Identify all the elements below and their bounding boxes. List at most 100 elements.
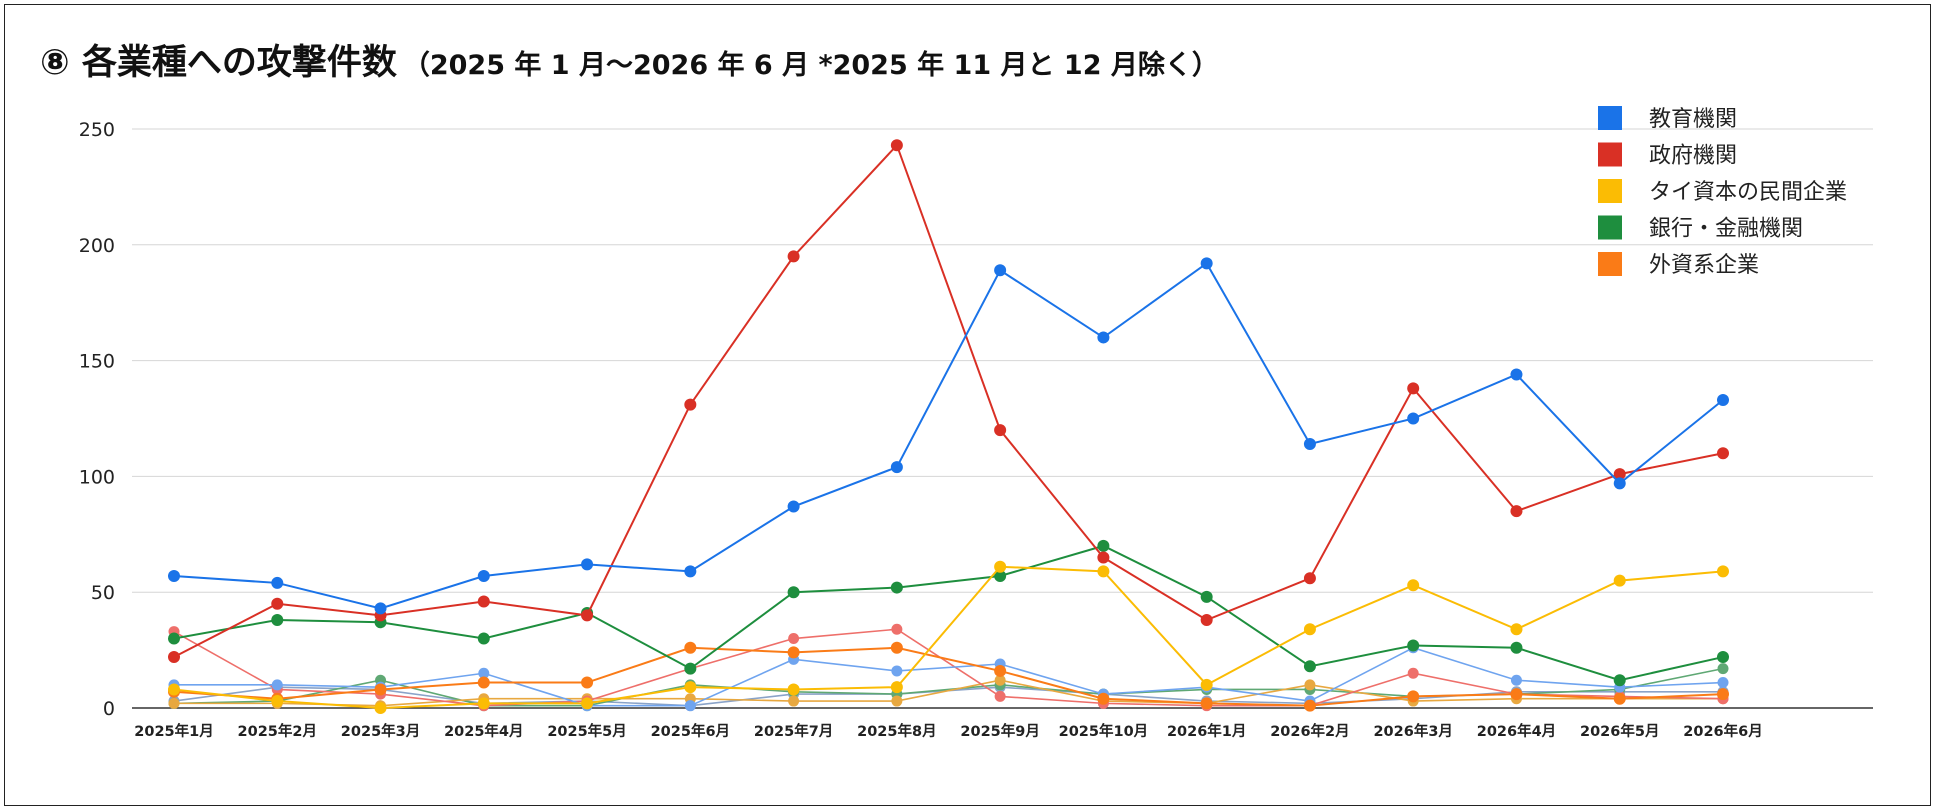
data-point	[684, 398, 697, 411]
series-line-4	[173, 646, 1724, 707]
data-point	[374, 602, 387, 615]
legend-label-1: 政府機関	[1649, 144, 1737, 169]
data-point	[581, 697, 594, 710]
data-point	[168, 569, 180, 582]
series-line-0	[173, 261, 1724, 610]
data-point	[271, 679, 283, 691]
data-point	[890, 581, 903, 594]
x-tick-label: 2025年9月	[960, 722, 1039, 740]
legend-swatch-0	[1598, 106, 1622, 130]
x-tick-label: 2026年3月	[1373, 722, 1452, 740]
x-tick-label: 2025年5月	[547, 722, 626, 740]
y-tick-label: 200	[79, 235, 115, 257]
data-point	[1717, 565, 1729, 578]
data-point	[1097, 692, 1110, 705]
data-point	[1613, 468, 1626, 481]
data-point	[271, 576, 284, 589]
data-point	[1200, 678, 1213, 691]
data-point	[787, 250, 800, 263]
data-point	[890, 641, 903, 654]
x-tick-label: 2026年5月	[1580, 722, 1659, 740]
y-tick-label: 100	[79, 466, 115, 488]
chart-frame	[4, 4, 1931, 806]
data-point	[787, 683, 800, 696]
y-tick-label: 0	[103, 698, 115, 720]
series-0	[168, 257, 1729, 615]
data-point	[1097, 565, 1110, 578]
data-point	[477, 697, 490, 710]
data-point	[1717, 651, 1729, 664]
y-tick-label: 150	[79, 351, 115, 373]
data-point	[787, 646, 800, 659]
series-line-6	[173, 628, 1724, 707]
data-point	[1303, 437, 1316, 450]
data-point	[1407, 639, 1420, 652]
y-tick-label: 250	[79, 119, 115, 141]
data-point	[890, 681, 903, 694]
data-point	[271, 597, 284, 610]
data-point	[1510, 688, 1523, 701]
data-point	[271, 613, 284, 626]
data-point	[1717, 393, 1729, 406]
data-point	[1717, 663, 1729, 675]
x-tick-label: 2025年1月	[134, 722, 213, 740]
data-point	[1613, 574, 1626, 587]
data-point	[994, 690, 1006, 702]
data-point	[1304, 679, 1316, 691]
legend-label-3: 銀行・金融機関	[1649, 217, 1803, 242]
x-tick-label: 2026年2月	[1270, 722, 1349, 740]
data-point	[684, 681, 697, 694]
data-point	[1407, 412, 1420, 425]
data-point	[684, 662, 697, 675]
data-point	[477, 595, 490, 608]
data-point	[581, 676, 594, 689]
data-point	[374, 683, 387, 696]
data-point	[1303, 572, 1316, 585]
series-2	[168, 560, 1729, 714]
data-point	[1510, 623, 1523, 636]
x-tick-label: 2026年4月	[1477, 722, 1556, 740]
data-point	[581, 558, 594, 571]
data-point	[1613, 692, 1626, 705]
data-point	[1200, 257, 1213, 270]
data-point	[1613, 674, 1626, 687]
data-point	[1717, 688, 1729, 701]
data-point	[788, 695, 800, 707]
data-point	[1303, 623, 1316, 636]
legend-swatch-2	[1598, 179, 1622, 203]
data-point	[1717, 447, 1729, 460]
chart-title-main: ⑧ 各業種への攻撃件数	[40, 43, 397, 83]
data-point	[890, 139, 903, 152]
x-tick-label: 2026年1月	[1167, 722, 1246, 740]
data-point	[891, 665, 903, 677]
data-point	[478, 667, 490, 679]
data-point	[890, 461, 903, 474]
data-point	[168, 651, 180, 664]
series-line-5	[174, 646, 1724, 707]
series-line-1	[173, 143, 1724, 658]
data-point	[684, 565, 697, 578]
y-axis-ticks: 0 50 100 150 200 250	[79, 119, 115, 720]
data-point	[1303, 699, 1316, 712]
data-point	[1200, 590, 1213, 603]
data-point	[168, 683, 180, 696]
grid-lines	[132, 128, 1873, 593]
chart-title-subtitle: （2025 年 1 月～2026 年 6 月 *2025 年 11 月と 12 …	[402, 50, 1219, 81]
series-5	[168, 642, 1729, 712]
data-point	[168, 632, 180, 645]
x-tick-label: 2025年2月	[238, 722, 317, 740]
legend-label-0: 教育機関	[1649, 107, 1737, 132]
data-point	[581, 609, 594, 622]
data-point	[271, 695, 284, 708]
x-tick-label: 2025年10月	[1059, 722, 1149, 740]
data-point	[1097, 331, 1110, 344]
data-point	[684, 641, 697, 654]
data-point	[1303, 660, 1316, 673]
data-point	[1200, 613, 1213, 626]
x-tick-label: 2025年7月	[754, 722, 833, 740]
data-point	[891, 695, 903, 707]
data-point	[477, 676, 490, 689]
x-tick-label: 2026年6月	[1683, 722, 1762, 740]
